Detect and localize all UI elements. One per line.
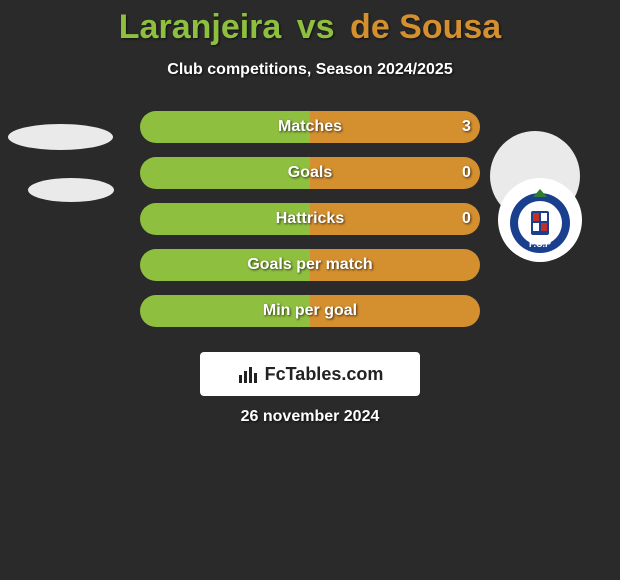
stat-row: Min per goal	[0, 295, 620, 327]
stat-label: Matches	[0, 111, 620, 143]
player2-name: de Sousa	[350, 8, 501, 46]
stat-label: Min per goal	[0, 295, 620, 327]
stat-value-right: 0	[462, 157, 471, 189]
stat-value-right: 0	[462, 203, 471, 235]
vs-text: vs	[297, 8, 335, 46]
comparison-title: Laranjeira vs de Sousa	[0, 0, 620, 47]
stat-value-right: 3	[462, 111, 471, 143]
snapshot-date: 26 november 2024	[0, 408, 620, 426]
club-crest-icon: F.C.P	[505, 185, 575, 255]
brand-text: FcTables.com	[265, 364, 384, 385]
stat-row: Matches3	[0, 111, 620, 143]
player1-name: Laranjeira	[119, 8, 282, 46]
player2-club-badge: F.C.P	[498, 178, 582, 262]
source-brand: FcTables.com	[200, 352, 420, 396]
subtitle: Club competitions, Season 2024/2025	[0, 61, 620, 79]
bars-icon	[237, 363, 259, 385]
svg-text:F.C.P: F.C.P	[529, 239, 551, 249]
